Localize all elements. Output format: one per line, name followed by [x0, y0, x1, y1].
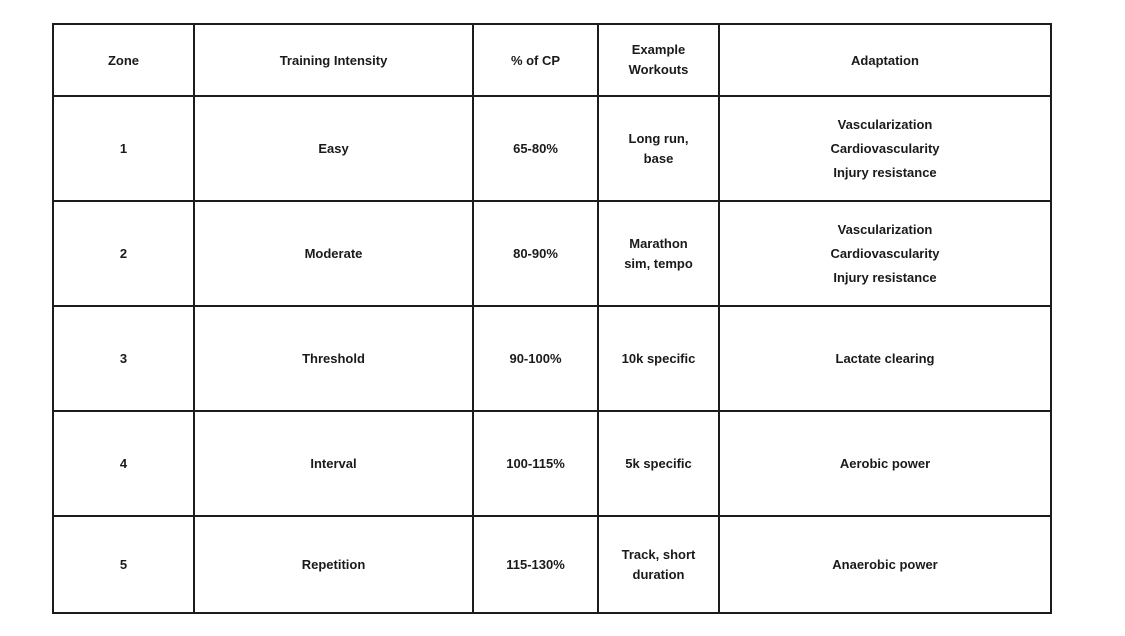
header-cell-workouts: Example Workouts — [597, 23, 720, 97]
cell-intensity: Interval — [193, 410, 474, 517]
cell-adaptation: Vascularization Cardiovascularity Injury r… — [718, 95, 1052, 202]
cell-cp: 115-130% — [472, 515, 599, 614]
table-row-zone-2: 2 Moderate 80-90% Marathon sim, tempo Vas… — [52, 200, 1052, 307]
cell-workouts: Track, short duration — [597, 515, 720, 614]
cell-workouts: Long run, base — [597, 95, 720, 202]
cell-zone: 3 — [52, 305, 195, 412]
training-zones-table: Zone Training Intensity % of CP Example W… — [52, 23, 1052, 614]
header-row: Zone Training Intensity % of CP Example W… — [52, 23, 1052, 97]
cell-intensity: Easy — [193, 95, 474, 202]
cell-workouts: Marathon sim, tempo — [597, 200, 720, 307]
cell-adaptation: Vascularization Cardiovascularity Injury r… — [718, 200, 1052, 307]
cell-workouts: 5k specific — [597, 410, 720, 517]
cell-zone: 4 — [52, 410, 195, 517]
cell-zone: 1 — [52, 95, 195, 202]
cell-intensity: Threshold — [193, 305, 474, 412]
cell-adaptation: Aerobic power — [718, 410, 1052, 517]
cell-zone: 5 — [52, 515, 195, 614]
header-cell-cp: % of CP — [472, 23, 599, 97]
cell-cp: 80-90% — [472, 200, 599, 307]
cell-intensity: Repetition — [193, 515, 474, 614]
cell-intensity: Moderate — [193, 200, 474, 307]
cell-cp: 100-115% — [472, 410, 599, 517]
cell-adaptation: Anaerobic power — [718, 515, 1052, 614]
header-cell-adaptation: Adaptation — [718, 23, 1052, 97]
cell-zone: 2 — [52, 200, 195, 307]
cell-adaptation: Lactate clearing — [718, 305, 1052, 412]
cell-cp: 65-80% — [472, 95, 599, 202]
cell-workouts: 10k specific — [597, 305, 720, 412]
table-row-zone-5: 5 Repetition 115-130% Track, short durati… — [52, 515, 1052, 614]
table-row-zone-4: 4 Interval 100-115% 5k specific Aerobic … — [52, 410, 1052, 517]
header-cell-intensity: Training Intensity — [193, 23, 474, 97]
table-row-zone-1: 1 Easy 65-80% Long run, base Vascularizat… — [52, 95, 1052, 202]
header-cell-zone: Zone — [52, 23, 195, 97]
table-row-zone-3: 3 Threshold 90-100% 10k specific Lactate… — [52, 305, 1052, 412]
cell-cp: 90-100% — [472, 305, 599, 412]
